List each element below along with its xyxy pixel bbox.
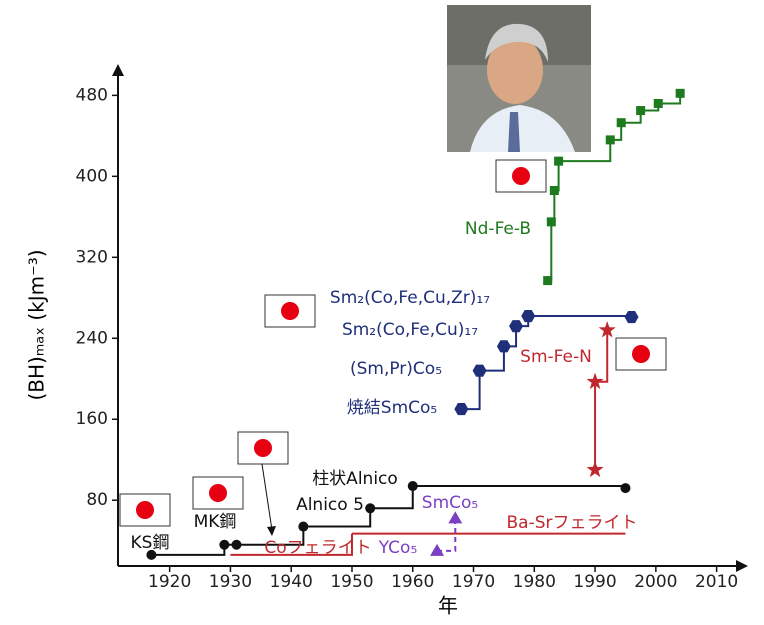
marker (454, 403, 468, 415)
marker (547, 217, 556, 226)
marker (219, 540, 229, 550)
annotation: KS鋼 (131, 533, 170, 553)
step-line (595, 330, 607, 382)
annotation: 柱状Alnico (312, 469, 398, 489)
marker (676, 89, 685, 98)
y-tick-label: 160 (76, 409, 108, 429)
y-axis-label: (BH)ₘₐₓ (kJm⁻³) (25, 249, 49, 400)
y-tick-label: 480 (76, 85, 108, 105)
marker (554, 157, 563, 166)
marker (543, 276, 552, 285)
marker (497, 340, 511, 352)
marker (365, 503, 375, 513)
marker (625, 311, 639, 323)
marker (473, 365, 487, 377)
annotation: Ba-Srフェライト (507, 513, 638, 533)
y-tick-label: 400 (76, 166, 108, 186)
step-line (551, 191, 554, 222)
marker (521, 310, 535, 322)
x-tick-label: 2010 (695, 572, 738, 592)
marker (509, 320, 523, 332)
x-tick-label: 1990 (573, 572, 616, 592)
y-tick-label: 320 (76, 247, 108, 267)
marker (298, 522, 308, 532)
annotation: 焼結SmCo₅ (347, 398, 437, 418)
y-tick-label: 240 (76, 328, 108, 348)
annotation: Sm₂(Co,Fe,Cu)₁₇ (342, 320, 478, 340)
annotation: SmCo₅ (422, 493, 478, 513)
x-tick-label: 1980 (513, 572, 556, 592)
x-tick-label: 1920 (148, 572, 191, 592)
annotation: Sm₂(Co,Fe,Cu,Zr)₁₇ (330, 288, 490, 308)
marker (550, 186, 559, 195)
page: {"chart_data": { "type": "step", "x_labe… (0, 0, 764, 625)
marker (448, 511, 462, 523)
x-tick-label: 1960 (391, 572, 434, 592)
marker (636, 106, 645, 115)
step-line (413, 486, 626, 488)
annotation: Coフェライト (264, 538, 371, 558)
photo (447, 5, 591, 152)
marker (654, 99, 663, 108)
annotation: MK鋼 (194, 512, 237, 532)
y-tick-label: 80 (86, 490, 108, 510)
marker (408, 481, 418, 491)
annotation: Sm-Fe-N (520, 347, 592, 367)
x-axis-label: 年 (438, 594, 458, 618)
step-line (370, 486, 413, 508)
x-tick-label: 1950 (330, 572, 373, 592)
step-line (528, 316, 631, 317)
marker (617, 118, 626, 127)
chart: 年 (BH)ₘₐₓ (kJm⁻³) 1920 1930 1940 1950 1960 19… (0, 0, 764, 625)
x-tick-label: 2000 (634, 572, 677, 592)
x-tick-label: 1930 (209, 572, 252, 592)
marker (606, 135, 615, 144)
annotation: YCo₅ (378, 538, 418, 558)
marker (620, 483, 630, 493)
annotation: Nd-Fe-B (465, 219, 531, 239)
marker (587, 461, 604, 477)
marker (232, 540, 242, 550)
step-line (548, 222, 552, 281)
annotation: (Sm,Pr)Co₅ (350, 359, 442, 379)
x-tick-label: 1940 (270, 572, 313, 592)
x-tick-label: 1970 (452, 572, 495, 592)
annotation: Alnico 5 (296, 495, 364, 515)
